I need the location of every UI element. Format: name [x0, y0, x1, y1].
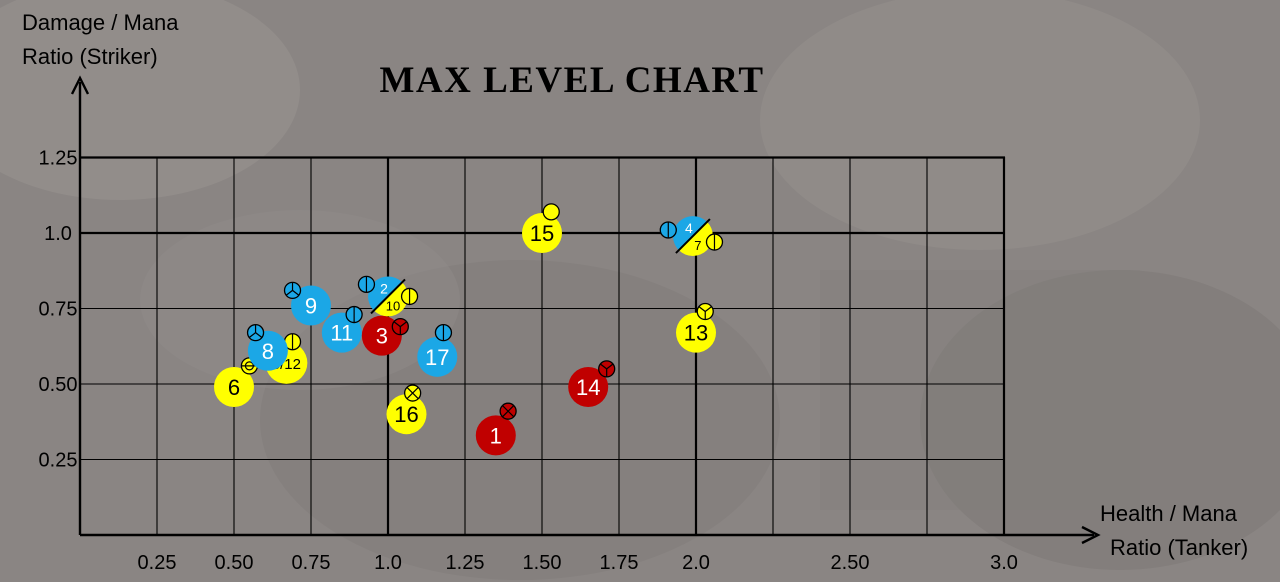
cross-circle-icon — [403, 384, 422, 402]
x-tick-label: 0.25 — [138, 552, 177, 574]
peace-circle-icon — [246, 324, 265, 342]
icon-disc — [542, 203, 560, 221]
icon-stroke — [606, 363, 614, 370]
icon-stroke — [248, 332, 256, 339]
half-circle-icon — [400, 287, 419, 306]
point-marker — [522, 213, 562, 253]
x-axis-arrow — [1081, 525, 1101, 545]
axes-layer — [70, 75, 1101, 545]
split-divider — [370, 278, 406, 315]
point-marker — [475, 415, 516, 456]
point-1: 1 — [475, 415, 516, 456]
line-circle-icon — [345, 305, 363, 324]
icon-stroke — [255, 332, 263, 339]
x-tick-label: 0.75 — [292, 552, 331, 574]
x-tick-label: 0.50 — [215, 552, 254, 574]
x-tick-label: 1.25 — [446, 552, 485, 574]
icon-stroke — [393, 321, 401, 328]
point-label: 8 — [262, 339, 274, 364]
y-tick-label: 1.0 — [44, 223, 72, 245]
split-top-label: 2 — [380, 280, 388, 296]
text-layer: MAX LEVEL CHART Damage / Mana Ratio (Str… — [22, 10, 1248, 574]
point-13: 13 — [676, 312, 716, 353]
x-tick-label: 1.0 — [374, 552, 402, 574]
point-label: 16 — [394, 402, 418, 427]
x-tick-label: 3.0 — [990, 552, 1018, 574]
point-marker — [568, 367, 609, 408]
tri-circle-icon — [598, 360, 616, 378]
tri-circle-icon — [696, 302, 714, 321]
icon-stroke — [704, 306, 713, 312]
point-marker — [676, 312, 716, 353]
y-axis-label-line-1: Damage / Mana — [22, 10, 179, 35]
icon-stroke — [292, 289, 300, 296]
point-marker — [291, 285, 331, 326]
line-circle-icon — [434, 324, 453, 342]
point-17: 17 — [417, 336, 458, 377]
icon-stroke — [285, 289, 293, 296]
split-bottom-label: 7 — [694, 238, 701, 253]
point-marker — [417, 336, 458, 377]
point-label: 6 — [228, 375, 240, 400]
cross-circle-icon — [499, 402, 517, 420]
x-tick-label: 1.50 — [523, 552, 562, 574]
point-14: 14 — [568, 367, 609, 408]
point-label: 3 — [376, 324, 388, 349]
split-bottom-label: 10 — [386, 298, 400, 313]
split-divider — [675, 218, 711, 254]
point-6: 6 — [214, 367, 254, 408]
point-marker — [386, 394, 427, 435]
tri-circle-icon — [391, 317, 409, 336]
peace-circle-icon — [283, 281, 302, 300]
half-circle-icon — [283, 333, 302, 351]
y-tick-label: 0.75 — [39, 299, 78, 321]
x-tick-label: 2.0 — [682, 552, 710, 574]
x-axis-label-line-2: Ratio (Tanker) — [1110, 535, 1248, 560]
point-label: 14 — [576, 375, 600, 400]
half-circle-icon — [705, 233, 724, 251]
y-tick-label: 0.50 — [39, 374, 78, 396]
point-label: 1 — [490, 423, 502, 448]
point-label: 13 — [684, 321, 708, 346]
y-axis-label-line-2: Ratio (Striker) — [22, 44, 158, 69]
split-point-4-7: 47 — [672, 216, 713, 256]
split-bottom-half — [373, 282, 408, 317]
icon-stroke — [406, 387, 419, 399]
split-bottom-half — [678, 221, 713, 256]
point-9: 9 — [291, 285, 331, 326]
line-circle-icon — [659, 221, 677, 239]
point-label: 11 — [330, 321, 353, 346]
y-axis-arrow — [70, 75, 90, 95]
point-16: 16 — [386, 394, 427, 435]
split-top-half — [672, 216, 708, 251]
x-axis-label-line-1: Health / Mana — [1100, 501, 1238, 526]
point-label: 17 — [425, 345, 449, 370]
line-circle-icon — [357, 275, 376, 293]
icon-stroke — [502, 405, 515, 418]
chart-title: MAX LEVEL CHART — [379, 60, 764, 101]
y-tick-label: 0.25 — [39, 450, 78, 472]
icon-stroke — [399, 321, 408, 328]
split-point-2-10: 210 — [368, 276, 408, 317]
y-tick-label: 1.25 — [39, 148, 78, 170]
icon-stroke — [599, 363, 608, 370]
x-tick-label: 2.50 — [831, 552, 870, 574]
split-top-half — [368, 276, 403, 311]
split-top-label: 4 — [685, 220, 693, 236]
point-label: 9 — [305, 293, 317, 318]
icon-stroke — [698, 306, 706, 312]
point-marker — [214, 367, 254, 408]
plain-circle-icon — [542, 203, 560, 221]
point-label: 15 — [530, 221, 554, 246]
point-15: 15 — [522, 213, 562, 253]
x-tick-label: 1.75 — [600, 552, 639, 574]
